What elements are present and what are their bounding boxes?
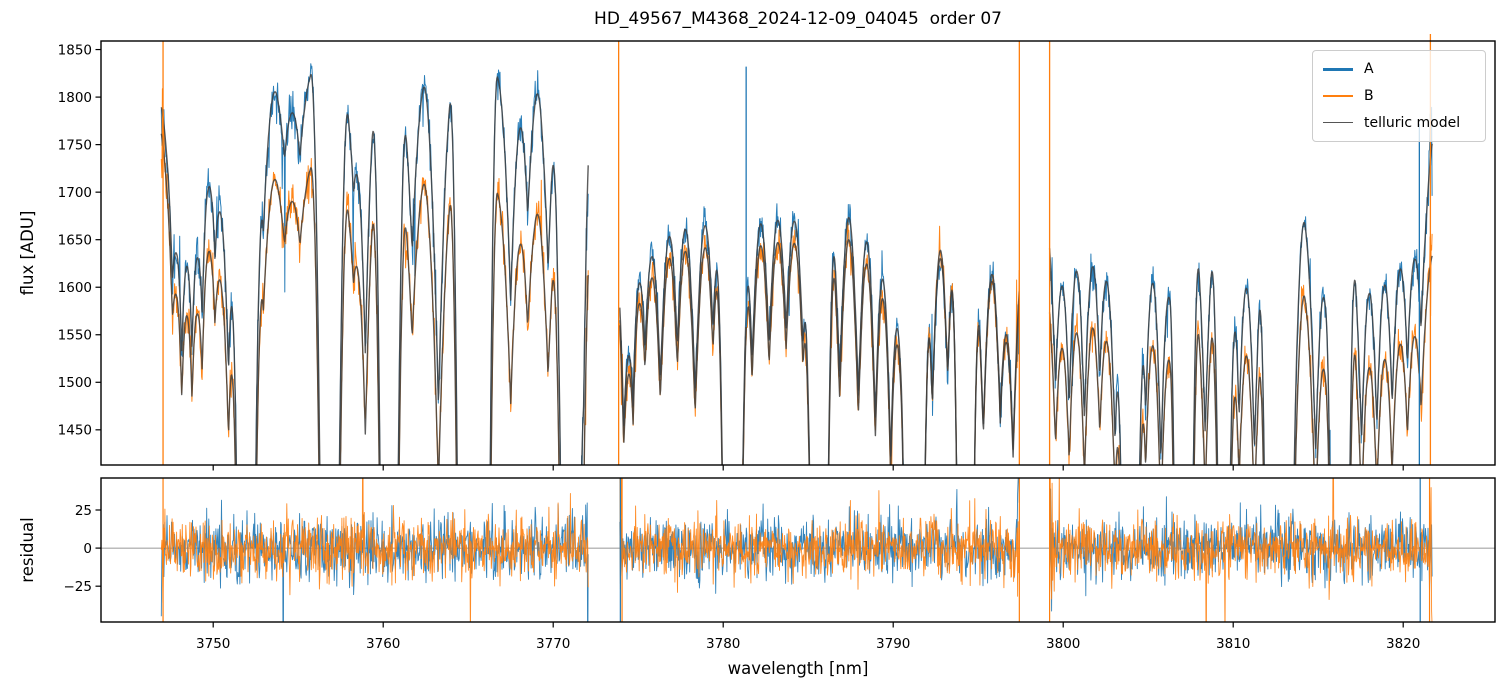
x-tick-label: 3790 [876, 636, 910, 652]
legend-item-a: A [1323, 62, 1475, 76]
legend-item-telluric-model: telluric model [1323, 116, 1475, 130]
legend-label-b: B [1364, 87, 1374, 104]
flux-y-tick-label: 1800 [58, 90, 92, 106]
legend-label-a: A [1364, 61, 1374, 78]
legend-line-model-icon [1323, 121, 1353, 124]
flux-y-tick-label: 1650 [58, 232, 92, 248]
flux-y-tick-label: 1600 [58, 280, 92, 296]
legend: A B telluric model [1312, 50, 1486, 142]
x-tick-label: 3770 [536, 636, 570, 652]
flux-y-tick-label: 1700 [58, 185, 92, 201]
residual-panel [101, 478, 1495, 622]
legend-line-a-icon [1323, 68, 1353, 71]
legend-item-b: B [1323, 89, 1475, 103]
residual-y-tick-label: 0 [83, 541, 92, 557]
flux-y-tick-label: 1450 [58, 423, 92, 439]
legend-line-b-icon [1323, 94, 1353, 98]
residual-axis-label: residual [18, 517, 37, 583]
x-tick-label: 3750 [196, 636, 230, 652]
x-tick-label: 3760 [366, 636, 400, 652]
chart-title: HD_49567_M4368_2024-12-09_04045 order 07 [594, 9, 1002, 29]
x-tick-label: 3820 [1386, 636, 1420, 652]
flux-y-tick-label: 1850 [58, 42, 92, 58]
x-tick-label: 3810 [1216, 636, 1250, 652]
residual-y-tick-label: 25 [75, 503, 92, 519]
residual-y-tick-label: −25 [64, 579, 93, 595]
x-tick-label: 3780 [706, 636, 740, 652]
flux-axes-frame [100, 40, 1496, 466]
x-axis-label: wavelength [nm] [727, 659, 869, 678]
flux-panel [160, 41, 1433, 465]
legend-label-model: telluric model [1364, 114, 1461, 131]
x-tick-label: 3800 [1046, 636, 1080, 652]
residual-axes-frame [100, 477, 1496, 623]
flux-y-tick-label: 1550 [58, 328, 92, 344]
flux-y-tick-label: 1500 [58, 375, 92, 391]
flux-y-tick-label: 1750 [58, 137, 92, 153]
